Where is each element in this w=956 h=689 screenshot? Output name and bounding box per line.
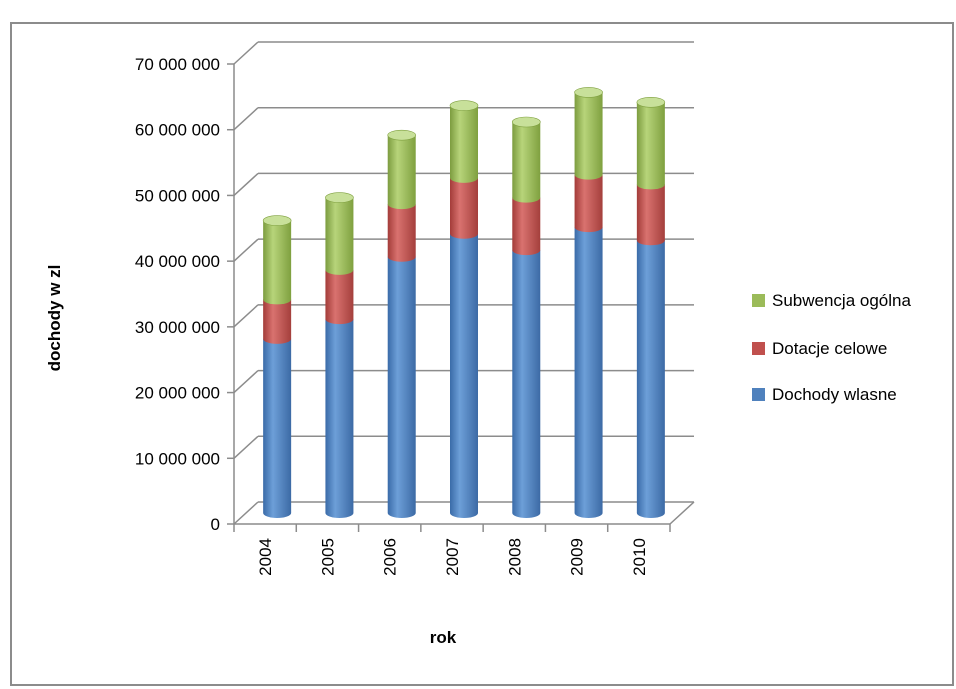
bar-segment bbox=[636, 240, 665, 519]
floor-right-edge bbox=[669, 501, 695, 525]
legend-label: Dochody wlasne bbox=[772, 385, 897, 404]
bar-top bbox=[636, 96, 666, 108]
x-axis-label: rok bbox=[430, 628, 457, 647]
gridline-depth bbox=[233, 107, 259, 131]
bar-top bbox=[511, 116, 541, 128]
legend-swatch bbox=[752, 294, 765, 307]
x-tick-label: 2006 bbox=[381, 538, 400, 576]
y-axis-label: dochody w zl bbox=[45, 265, 64, 372]
bar-segment bbox=[263, 220, 292, 305]
axis-layer: 0 10 000 000 20 000 000 30 000 000 40 000 00… bbox=[135, 55, 695, 576]
bar-top bbox=[449, 100, 479, 111]
bar-segment bbox=[325, 269, 354, 325]
legend-label: Subwencja ogólna bbox=[772, 291, 911, 310]
gridline-depth bbox=[233, 501, 259, 525]
x-tick-label: 2010 bbox=[630, 538, 649, 576]
bars-layer bbox=[262, 87, 666, 519]
bar-segment bbox=[387, 135, 416, 210]
stacked-bar-chart: 0 10 000 000 20 000 000 30 000 000 40 000 00… bbox=[45, 41, 911, 647]
legend-label: Dotacje celowe bbox=[772, 339, 887, 358]
bar-top bbox=[325, 192, 354, 203]
gridline-depth bbox=[233, 370, 259, 394]
bar-segment bbox=[512, 197, 541, 256]
gridline-depth bbox=[233, 41, 259, 65]
y-tick-label: 20 000 000 bbox=[135, 384, 220, 403]
gridline-depth bbox=[233, 435, 259, 459]
y-tick-label: 0 bbox=[211, 515, 220, 534]
y-tick-label: 70 000 000 bbox=[135, 55, 220, 74]
bar-segment bbox=[387, 204, 416, 262]
bar-segment bbox=[512, 250, 541, 518]
bar-segment bbox=[263, 299, 292, 344]
x-tick-label: 2004 bbox=[256, 538, 275, 576]
bar-segment bbox=[574, 227, 603, 518]
bar-segment bbox=[512, 122, 541, 203]
y-tick-label: 10 000 000 bbox=[135, 449, 220, 468]
x-tick-label: 2007 bbox=[443, 538, 462, 576]
bar-segment bbox=[450, 177, 478, 239]
bar-segment bbox=[636, 102, 665, 190]
x-tick-label: 2009 bbox=[568, 538, 587, 576]
legend: Subwencja ogólna Dotacje celowe Dochody wl… bbox=[752, 291, 911, 404]
gridline-depth bbox=[233, 172, 259, 196]
bar-segment bbox=[450, 105, 478, 183]
bar-segment bbox=[636, 184, 665, 246]
bar-segment bbox=[574, 92, 603, 180]
y-tick-label: 40 000 000 bbox=[135, 252, 220, 271]
bar-segment bbox=[325, 197, 354, 275]
bar-top bbox=[574, 87, 603, 98]
gridline-depth bbox=[233, 304, 259, 328]
chart-frame: 0 10 000 000 20 000 000 30 000 000 40 000 00… bbox=[10, 22, 954, 686]
y-tick-label: 30 000 000 bbox=[135, 318, 220, 337]
y-tick-label: 50 000 000 bbox=[135, 186, 220, 205]
x-tick-label: 2005 bbox=[318, 538, 337, 576]
bar-segment bbox=[574, 174, 603, 233]
gridline-depth bbox=[233, 238, 259, 262]
y-tick-label: 60 000 000 bbox=[135, 121, 220, 140]
bar-top bbox=[262, 215, 292, 226]
x-tick-label: 2008 bbox=[505, 538, 524, 576]
legend-swatch bbox=[752, 342, 765, 355]
bar-segment bbox=[263, 338, 292, 518]
bar-segment bbox=[325, 319, 354, 518]
legend-swatch bbox=[752, 388, 765, 401]
bar-segment bbox=[450, 233, 478, 518]
bar-top bbox=[387, 129, 417, 141]
bar-segment bbox=[387, 256, 416, 518]
